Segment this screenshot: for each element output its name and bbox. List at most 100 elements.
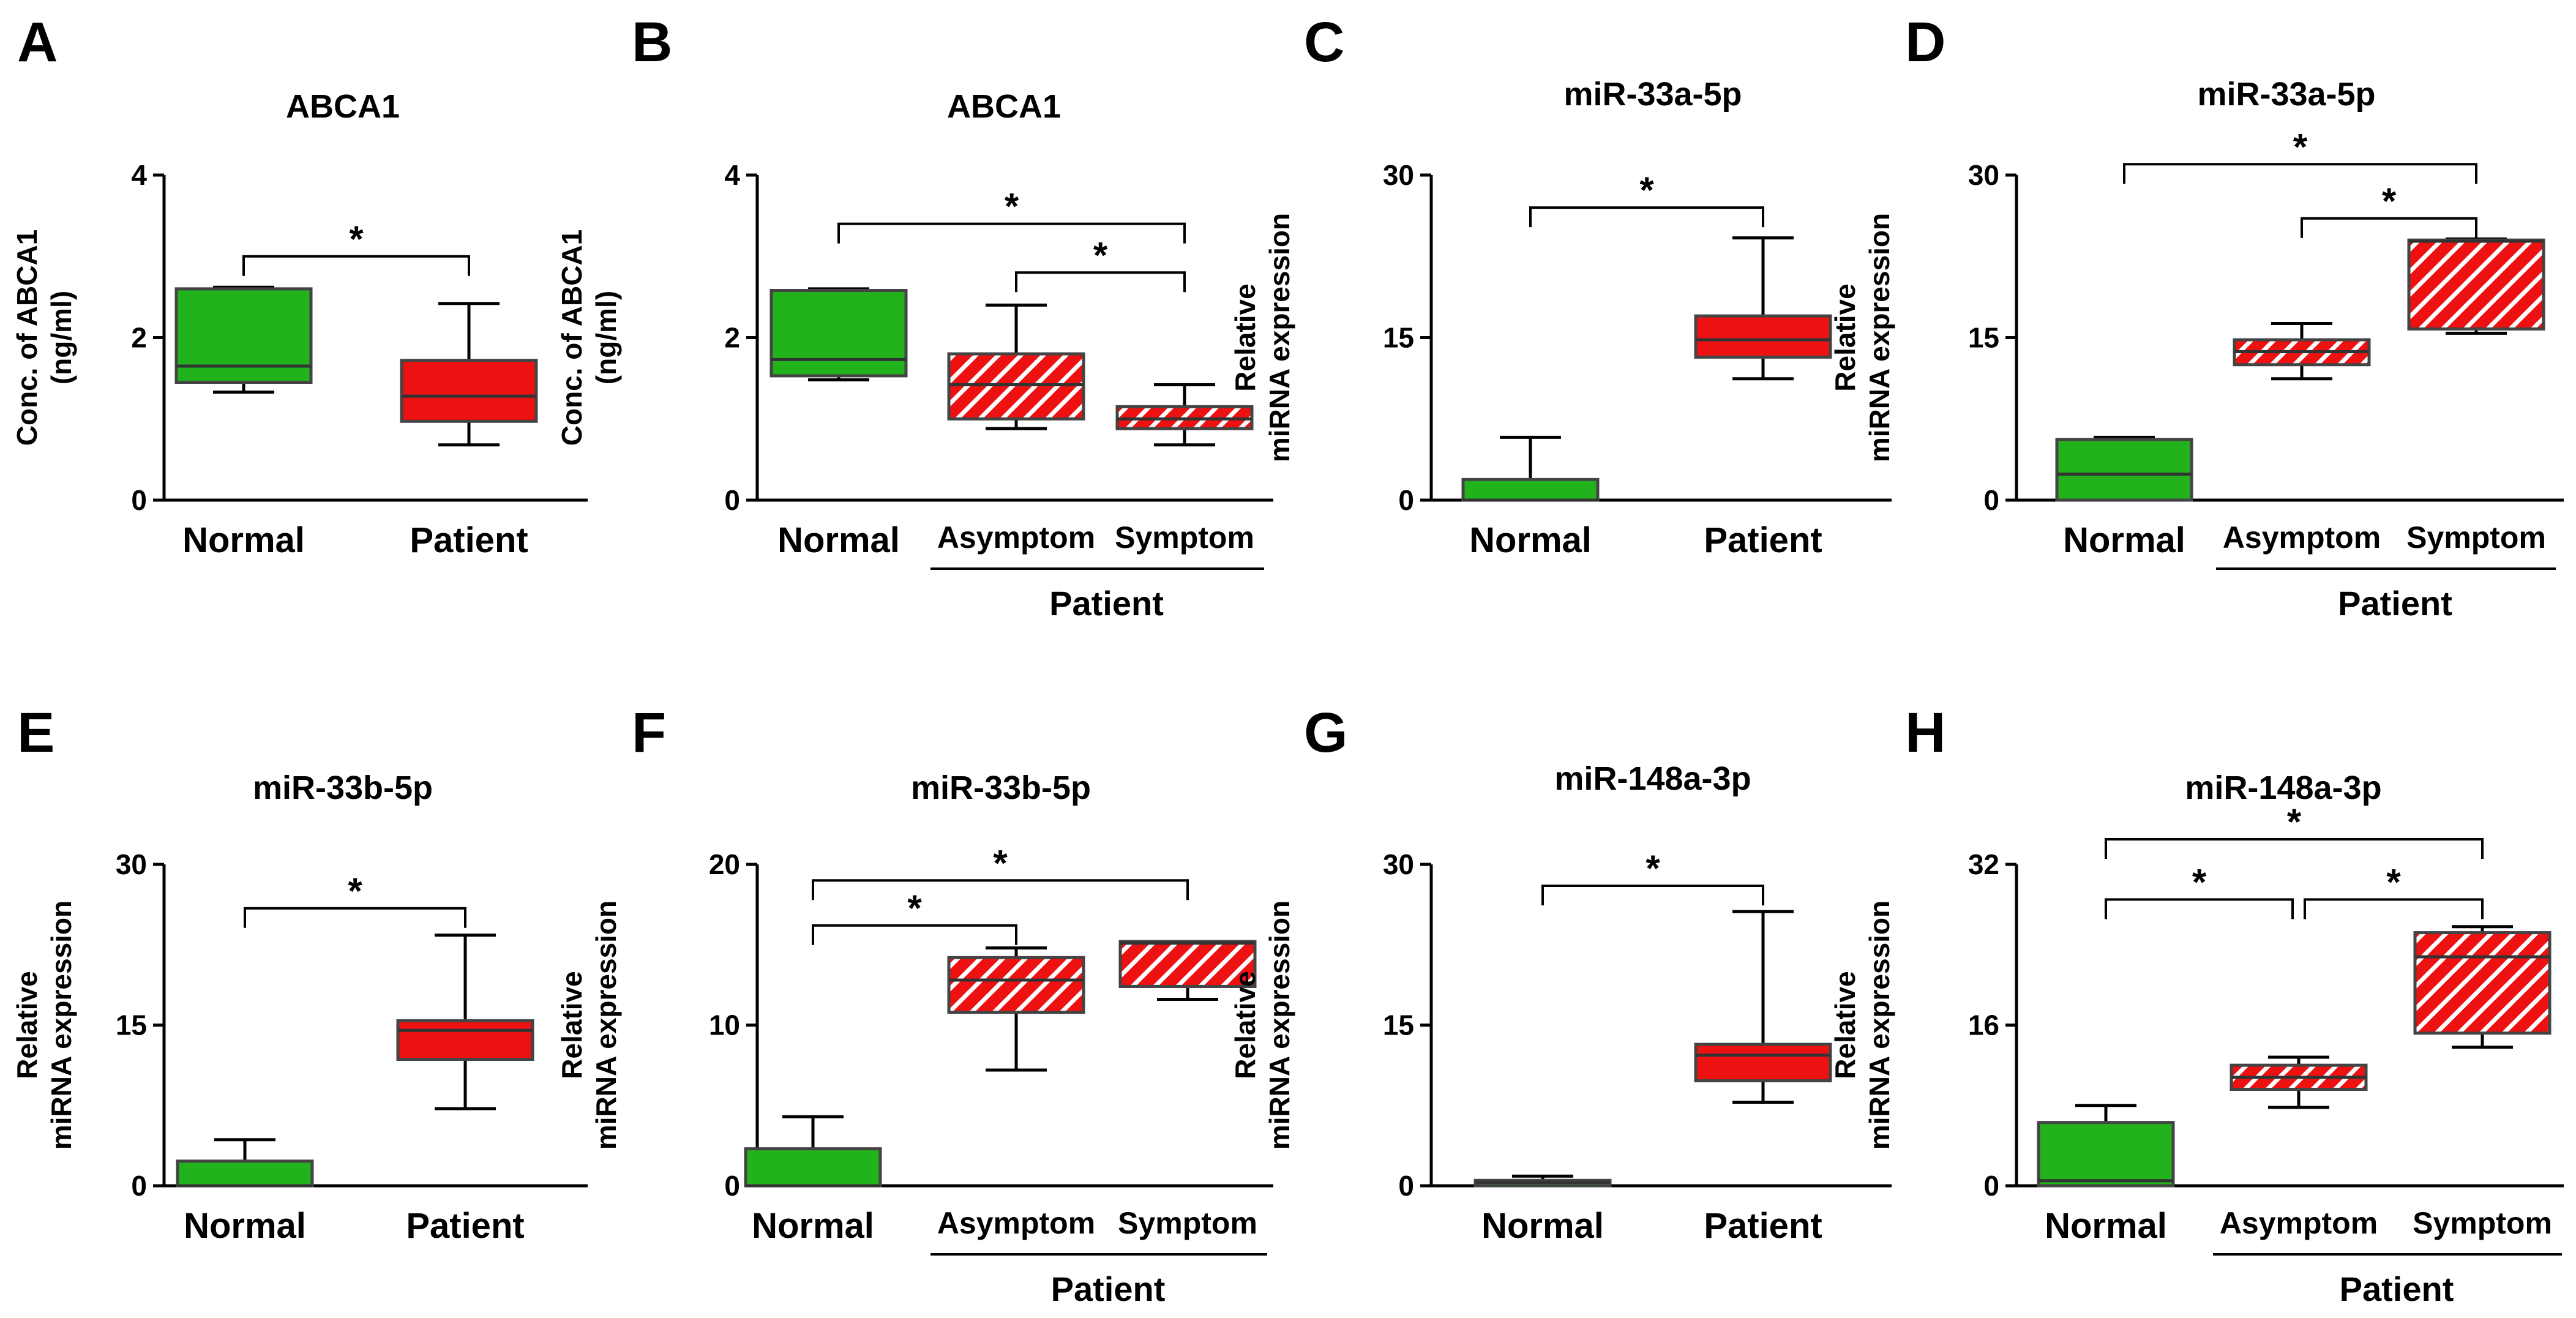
significance-bracket (2105, 837, 2484, 859)
y-tick-label: 15 (1383, 1009, 1414, 1041)
significance-bracket (2304, 898, 2484, 919)
box-normal (769, 287, 908, 382)
significance-star: * (348, 871, 362, 912)
y-tick-label: 2 (724, 322, 740, 354)
box-asymptom (2233, 321, 2371, 381)
y-axis-label-line: miRNA expression (590, 901, 622, 1150)
chart-title: ABCA1 (286, 88, 400, 125)
y-axis-label-line: Relative (11, 971, 43, 1079)
box-symptom (2413, 925, 2552, 1049)
group-label: Patient (2338, 584, 2452, 623)
x-category-label: Normal (1481, 1206, 1604, 1246)
y-tick-label: 0 (1398, 484, 1414, 516)
box-asymptom (947, 946, 1085, 1072)
y-tick-label: 20 (709, 848, 740, 880)
box-iqr (176, 1159, 314, 1188)
significance-bracket (2105, 898, 2294, 919)
panel-letter: C (1304, 11, 1344, 73)
y-tick-label: 0 (1983, 484, 1999, 516)
x-category-label: Symptom (1115, 520, 1254, 555)
y-axis-label-line: Conc. of ABCA1 (556, 230, 588, 446)
chart-title: miR-33b-5p (253, 769, 433, 806)
x-category-label: Symptom (2406, 520, 2546, 555)
box-iqr (947, 956, 1085, 1014)
box-iqr (400, 359, 538, 423)
y-tick-label: 0 (131, 484, 147, 516)
panel-letter: G (1304, 702, 1348, 764)
chart-title: miR-148a-3p (2185, 769, 2381, 806)
y-tick-label: 15 (116, 1009, 147, 1041)
x-category-label: Patient (410, 520, 528, 560)
box-iqr (2055, 438, 2193, 502)
box-iqr (769, 289, 908, 378)
y-axis-label-line: Relative (1829, 971, 1861, 1079)
x-category-label: Patient (1704, 520, 1822, 560)
significance-star: * (349, 219, 364, 260)
significance-bracket (1541, 885, 1764, 905)
box-iqr (2037, 1121, 2175, 1188)
box-symptom (2407, 237, 2545, 335)
y-axis-label: RelativemiRNA expression (1829, 901, 1895, 1150)
panel-letter: E (17, 702, 54, 764)
panel-letter: D (1905, 11, 1945, 73)
y-axis-label: RelativemiRNA expression (556, 901, 622, 1150)
significance-star: * (2386, 861, 2401, 902)
y-axis-label: RelativemiRNA expression (1829, 213, 1895, 462)
y-tick-label: 0 (724, 1170, 740, 1202)
chart-title: miR-33b-5p (911, 769, 1091, 806)
x-category-label: Symptom (2413, 1206, 2552, 1240)
x-category-label: Normal (182, 520, 305, 560)
significance-star: * (1639, 170, 1654, 211)
y-tick-label: 30 (1383, 159, 1414, 191)
box-iqr (1118, 940, 1257, 988)
box-normal (2055, 435, 2193, 502)
chart-title: miR-33a-5p (2197, 76, 2375, 113)
panel-letter: A (17, 11, 58, 73)
y-axis-label: Conc. of ABCA1(ng/ml) (11, 230, 77, 446)
box-patient (400, 302, 538, 447)
box-patient (396, 934, 534, 1110)
significance-bracket (2301, 217, 2477, 238)
panel-letter: F (632, 702, 666, 764)
panel-letter: B (632, 11, 672, 73)
y-axis-label-line: Relative (1229, 283, 1261, 391)
significance-star: * (907, 888, 922, 929)
box-normal (176, 1138, 314, 1188)
panel-b: B ABCA1 Conc. of ABCA1(ng/ml) 0 2 4 Normal Asym… (556, 11, 1273, 623)
x-category-label: Symptom (1118, 1206, 1257, 1240)
y-axis-label-line: miRNA expression (1264, 213, 1295, 462)
box-symptom (1118, 940, 1257, 1001)
box-asymptom (2230, 1055, 2368, 1109)
box-normal (1473, 1174, 1612, 1188)
y-tick-label: 2 (131, 322, 147, 354)
box-normal (174, 285, 313, 394)
significance-bracket (242, 255, 470, 276)
y-tick-label: 0 (131, 1170, 147, 1202)
y-axis-label-line: Relative (556, 971, 588, 1079)
box-iqr (947, 352, 1085, 421)
box-patient (1694, 910, 1832, 1104)
x-category-label: Normal (184, 1206, 306, 1246)
y-tick-label: 30 (1968, 159, 1999, 191)
significance-bracket (1529, 206, 1764, 228)
significance-star: * (1005, 186, 1019, 227)
box-symptom (1115, 383, 1254, 447)
significance-bracket (1015, 271, 1186, 293)
x-category-label: Normal (752, 1206, 874, 1246)
group-label: Patient (1051, 1270, 1166, 1308)
x-category-label: Asymptom (937, 1206, 1095, 1240)
y-axis-label: RelativemiRNA expression (11, 901, 77, 1150)
y-tick-label: 15 (1968, 322, 1999, 354)
y-axis-label: RelativemiRNA expression (1229, 901, 1295, 1150)
y-tick-label: 30 (1383, 848, 1414, 880)
group-label: Patient (2340, 1270, 2454, 1308)
significance-bracket (812, 924, 1017, 945)
y-axis-label-line: miRNA expression (1863, 901, 1895, 1150)
x-category-label: Asymptom (2220, 1206, 2378, 1240)
box-iqr (396, 1019, 534, 1061)
